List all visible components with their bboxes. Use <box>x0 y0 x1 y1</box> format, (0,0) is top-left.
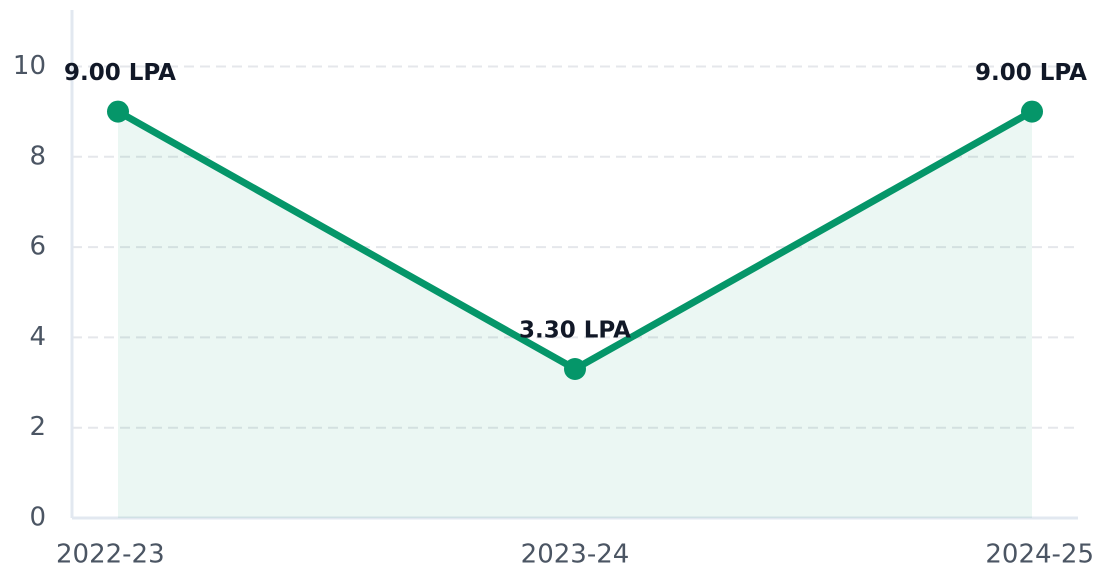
x-tick-label: 2023-24 <box>521 540 630 570</box>
x-tick-label: 2022-23 <box>56 540 165 570</box>
point <box>1021 100 1043 123</box>
point <box>564 357 586 380</box>
point <box>107 100 129 123</box>
y-tick-label: 0 <box>29 503 46 533</box>
y-tick-label: 4 <box>29 322 46 352</box>
data-label: 9.00 LPA <box>64 60 176 86</box>
y-tick-label: 8 <box>29 141 46 171</box>
y-tick-label: 10 <box>13 51 46 81</box>
x-tick-label: 2024-25 <box>985 540 1094 570</box>
y-tick-label: 6 <box>29 232 46 262</box>
area <box>118 111 1032 518</box>
data-label: 9.00 LPA <box>975 60 1087 86</box>
data-label: 3.30 LPA <box>519 317 631 343</box>
y-tick-label: 2 <box>29 412 46 442</box>
